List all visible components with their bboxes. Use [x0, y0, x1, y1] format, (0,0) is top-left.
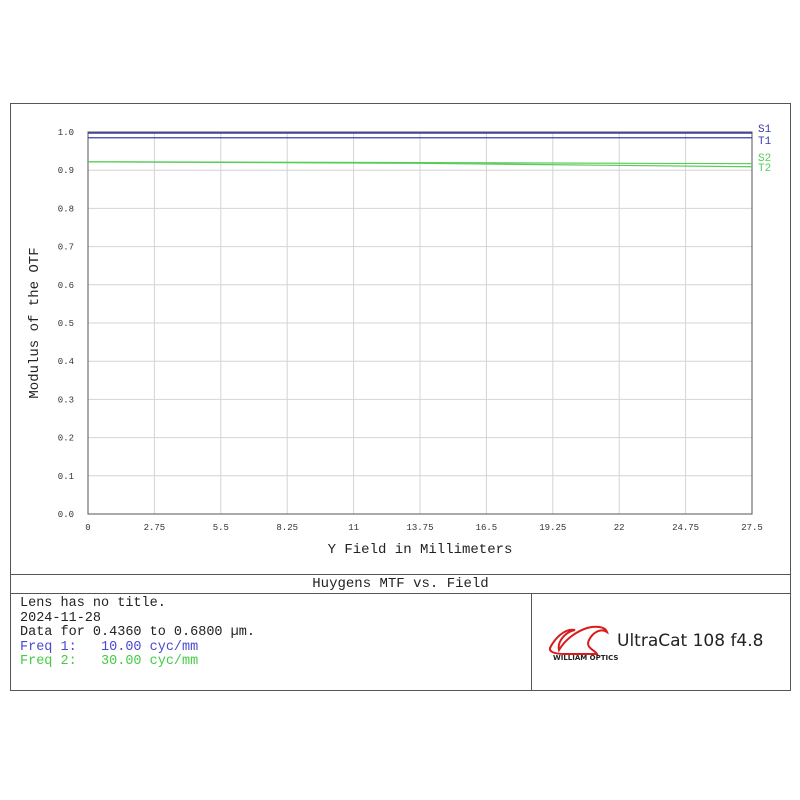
lens-title: Lens has no title. [20, 596, 166, 611]
wavelength-range: Data for 0.4360 to 0.6800 µm. [20, 625, 255, 640]
plot-area [87, 131, 753, 515]
y-tick-label: 0.8 [58, 204, 74, 214]
y-tick-label: 1.0 [58, 128, 74, 138]
y-tick-label: 0.7 [58, 243, 74, 253]
x-tick-label: 5.5 [213, 523, 229, 533]
y-tick-label: 0.2 [58, 434, 74, 444]
x-tick-label: 24.75 [672, 523, 699, 533]
brand-name: UltraCat 108 f4.8 [617, 631, 764, 651]
date: 2024-11-28 [20, 610, 102, 626]
chart-title: Huygens MTF vs. Field [10, 574, 791, 594]
legend-s2: S2 [758, 153, 771, 165]
y-tick-label: 0.0 [58, 510, 74, 520]
x-tick-label: 19.25 [539, 523, 566, 533]
x-tick-label: 22 [614, 523, 625, 533]
y-tick-label: 0.3 [58, 395, 74, 405]
legend-t1: T1 [758, 136, 772, 148]
plot-frame [10, 103, 791, 691]
y-tick-label: 0.4 [58, 357, 74, 367]
x-tick-label: 11 [348, 523, 359, 533]
y-tick-label: 0.9 [58, 166, 74, 176]
series-line-t2 [87, 161, 753, 168]
x-tick-label: 0 [85, 523, 90, 533]
y-tick-label: 0.1 [58, 472, 74, 482]
william-optics-logo [548, 625, 609, 655]
freq-1: Freq 1: 10.00 cyc/mm [20, 639, 199, 655]
divider [531, 594, 532, 691]
info-block: Lens has no title. 2024-11-28 Data for 0.4… [20, 596, 255, 670]
x-tick-label: 2.75 [144, 523, 166, 533]
logo-text: WILLIAM OPTICS [553, 654, 619, 662]
legend-s1: S1 [758, 124, 772, 136]
y-tick-label: 0.6 [58, 281, 74, 291]
legend-t2: T2 [758, 163, 771, 175]
x-axis-label: Y Field in Millimeters [328, 542, 513, 558]
y-tick-label: 0.5 [58, 319, 74, 329]
x-tick-label: 27.5 [741, 523, 763, 533]
x-tick-label: 8.25 [276, 523, 298, 533]
freq-2: Freq 2: 30.00 cyc/mm [20, 654, 199, 669]
x-tick-label: 16.5 [476, 523, 498, 533]
x-tick-label: 13.75 [406, 523, 433, 533]
y-axis-label: Modulus of the OTF [27, 247, 43, 398]
